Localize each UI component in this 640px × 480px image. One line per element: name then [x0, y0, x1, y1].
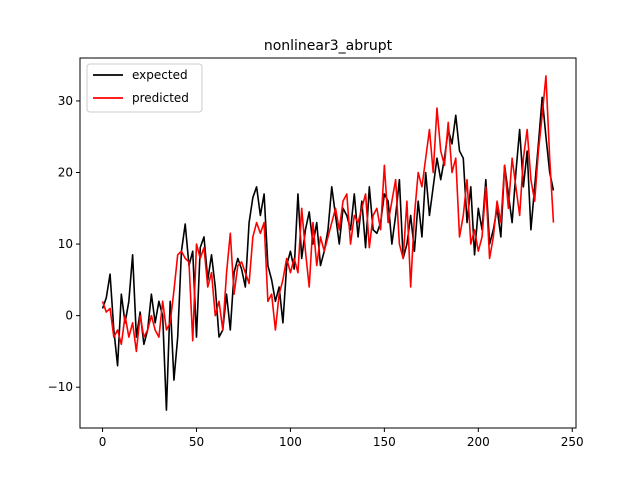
x-axis: 0 50 100 150 200 250: [99, 428, 584, 449]
plot-area: [101, 75, 555, 411]
x-tick-label-2: 100: [279, 435, 302, 449]
legend-box: [86, 63, 203, 113]
x-tick-label-1: 50: [189, 435, 204, 449]
y-tick-label-4: 30: [58, 94, 73, 108]
legend: expected predicted: [86, 63, 203, 113]
y-axis: −10 0 10 20 30: [48, 94, 80, 394]
y-tick-label-2: 10: [58, 237, 73, 251]
series-line-1: [101, 75, 555, 353]
legend-label-1: predicted: [132, 91, 189, 105]
x-tick-label-5: 250: [561, 435, 584, 449]
axes-frame: [79, 57, 577, 429]
x-tick-label-4: 200: [467, 435, 490, 449]
y-tick-label-1: 0: [65, 309, 73, 323]
legend-label-0: expected: [132, 68, 188, 82]
x-tick-label-0: 0: [99, 435, 107, 449]
y-tick-label-0: −10: [48, 380, 73, 394]
chart-title: nonlinear3_abrupt: [264, 38, 393, 54]
y-tick-label-3: 20: [58, 166, 73, 180]
x-tick-label-3: 150: [373, 435, 396, 449]
series-line-0: [101, 96, 555, 411]
